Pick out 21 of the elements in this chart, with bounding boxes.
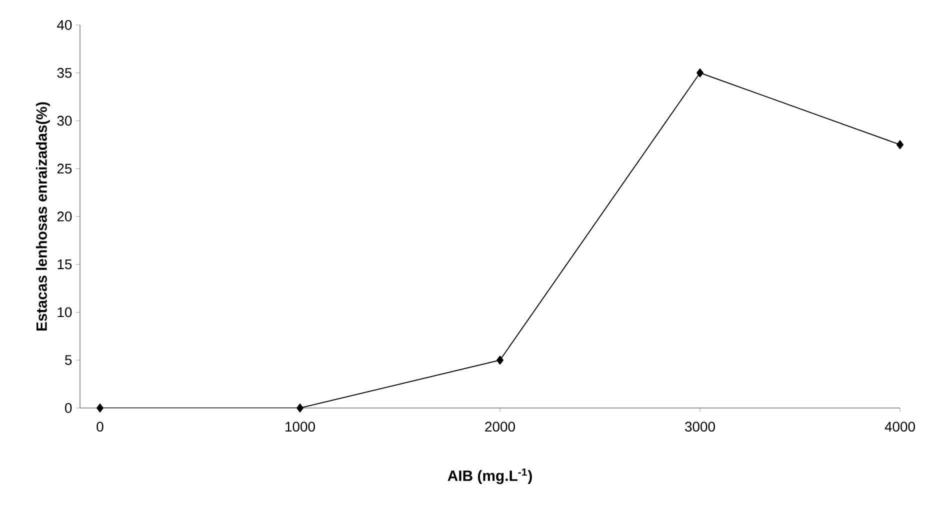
y-tick-label: 30 <box>57 116 72 126</box>
y-tick-label: 35 <box>57 68 72 78</box>
point <box>296 404 304 412</box>
point <box>896 140 904 150</box>
point <box>496 356 504 365</box>
y-axis-title: Estacas lenhosas enraizadas(%) <box>36 102 50 331</box>
x-tick-label: 4000 <box>884 422 915 432</box>
x-tick-label: 1000 <box>286 422 315 432</box>
x-axis-title: AIB (mg.L$^{-1}$) <box>448 468 532 484</box>
y-tick-label: 25 <box>57 164 72 174</box>
point <box>96 404 104 412</box>
y-tick-label: 15 <box>58 260 72 270</box>
y-tick-label: 0 <box>65 403 72 413</box>
y-tick-label: 40 <box>57 20 72 30</box>
x-tick-label: 3000 <box>685 422 715 432</box>
x-tick-label: 0 <box>96 422 104 432</box>
y-tick-label: 20 <box>57 212 72 222</box>
point <box>696 68 704 78</box>
x-tick-label: 2000 <box>485 422 515 432</box>
y-tick-label: 5 <box>65 355 72 365</box>
y-tick-label: 10 <box>58 307 72 318</box>
